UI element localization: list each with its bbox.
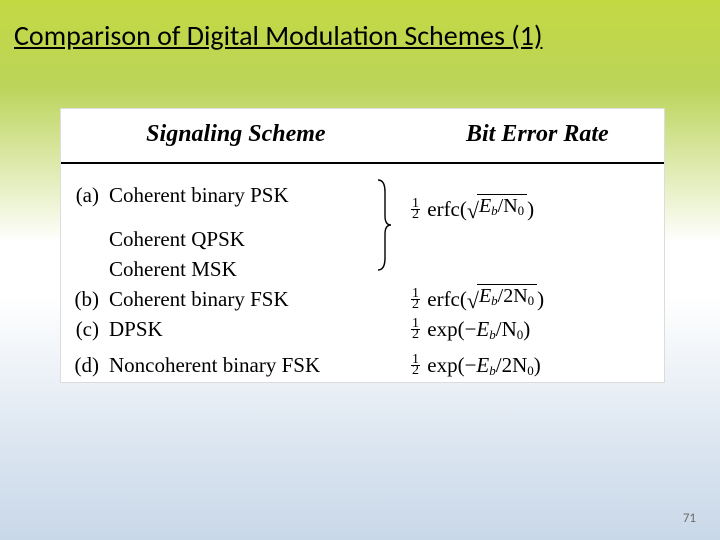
fraction-half-icon: 12 (411, 355, 420, 376)
table-row: (b) Coherent binary FSK 12 erfc(√Eb/2N0) (61, 284, 664, 314)
page-number: 71 (683, 511, 696, 526)
slide: Comparison of Digital Modulation Schemes… (0, 0, 720, 540)
grouping-bracket-icon (376, 178, 392, 272)
row-ber: 12 erfc(√Eb/N0) (393, 180, 664, 224)
ber-fn: erfc( (427, 287, 467, 311)
row-scheme: Noncoherent binary FSK (103, 350, 393, 386)
row-label: (b) (61, 284, 103, 314)
row-scheme: Coherent binary FSK (103, 284, 393, 314)
row-ber-empty (393, 224, 664, 254)
sqrt-icon: √Eb/N0 (467, 194, 527, 222)
header-bit-error-rate: Bit Error Rate (411, 109, 664, 162)
table-row: (d) Noncoherent binary FSK 12 exp(−Eb/2N… (61, 350, 664, 386)
row-label: (d) (61, 350, 103, 386)
row-scheme: Coherent MSK (103, 254, 393, 284)
sqrt-icon: √Eb/2N0 (467, 284, 537, 312)
table-row: Coherent MSK (61, 254, 664, 284)
header-signaling-scheme: Signaling Scheme (61, 109, 411, 162)
row-label: (a) (61, 180, 103, 224)
row-label (61, 224, 103, 254)
fraction-half-icon: 12 (411, 289, 420, 310)
row-scheme: DPSK (103, 314, 393, 350)
ber-fn: exp(− (427, 353, 476, 377)
table-body: (a) Coherent binary PSK 12 erfc(√Eb/N0) … (61, 164, 664, 386)
row-label: (c) (61, 314, 103, 350)
row-ber-empty (393, 254, 664, 284)
table-row: (c) DPSK 12 exp(−Eb/N0) (61, 314, 664, 350)
row-ber: 12 exp(−Eb/2N0) (393, 350, 664, 386)
row-ber: 12 exp(−Eb/N0) (393, 314, 664, 350)
row-scheme: Coherent QPSK (103, 224, 393, 254)
row-label (61, 254, 103, 284)
fraction-half-icon: 12 (411, 319, 420, 340)
slide-title: Comparison of Digital Modulation Schemes… (14, 18, 706, 53)
ber-fn: erfc( (427, 197, 467, 221)
ber-fn: exp(− (427, 317, 476, 341)
table-row: (a) Coherent binary PSK 12 erfc(√Eb/N0) (61, 180, 664, 224)
table-header-row: Signaling Scheme Bit Error Rate (61, 109, 664, 164)
row-ber: 12 erfc(√Eb/2N0) (393, 284, 664, 314)
comparison-table: Signaling Scheme Bit Error Rate (a) Cohe… (60, 108, 665, 383)
table-row: Coherent QPSK (61, 224, 664, 254)
row-scheme: Coherent binary PSK (103, 180, 393, 224)
fraction-half-icon: 12 (411, 199, 420, 220)
